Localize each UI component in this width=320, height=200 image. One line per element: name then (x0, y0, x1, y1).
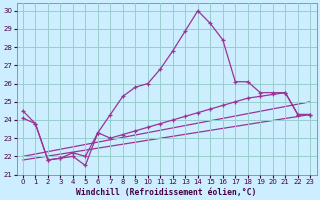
X-axis label: Windchill (Refroidissement éolien,°C): Windchill (Refroidissement éolien,°C) (76, 188, 257, 197)
